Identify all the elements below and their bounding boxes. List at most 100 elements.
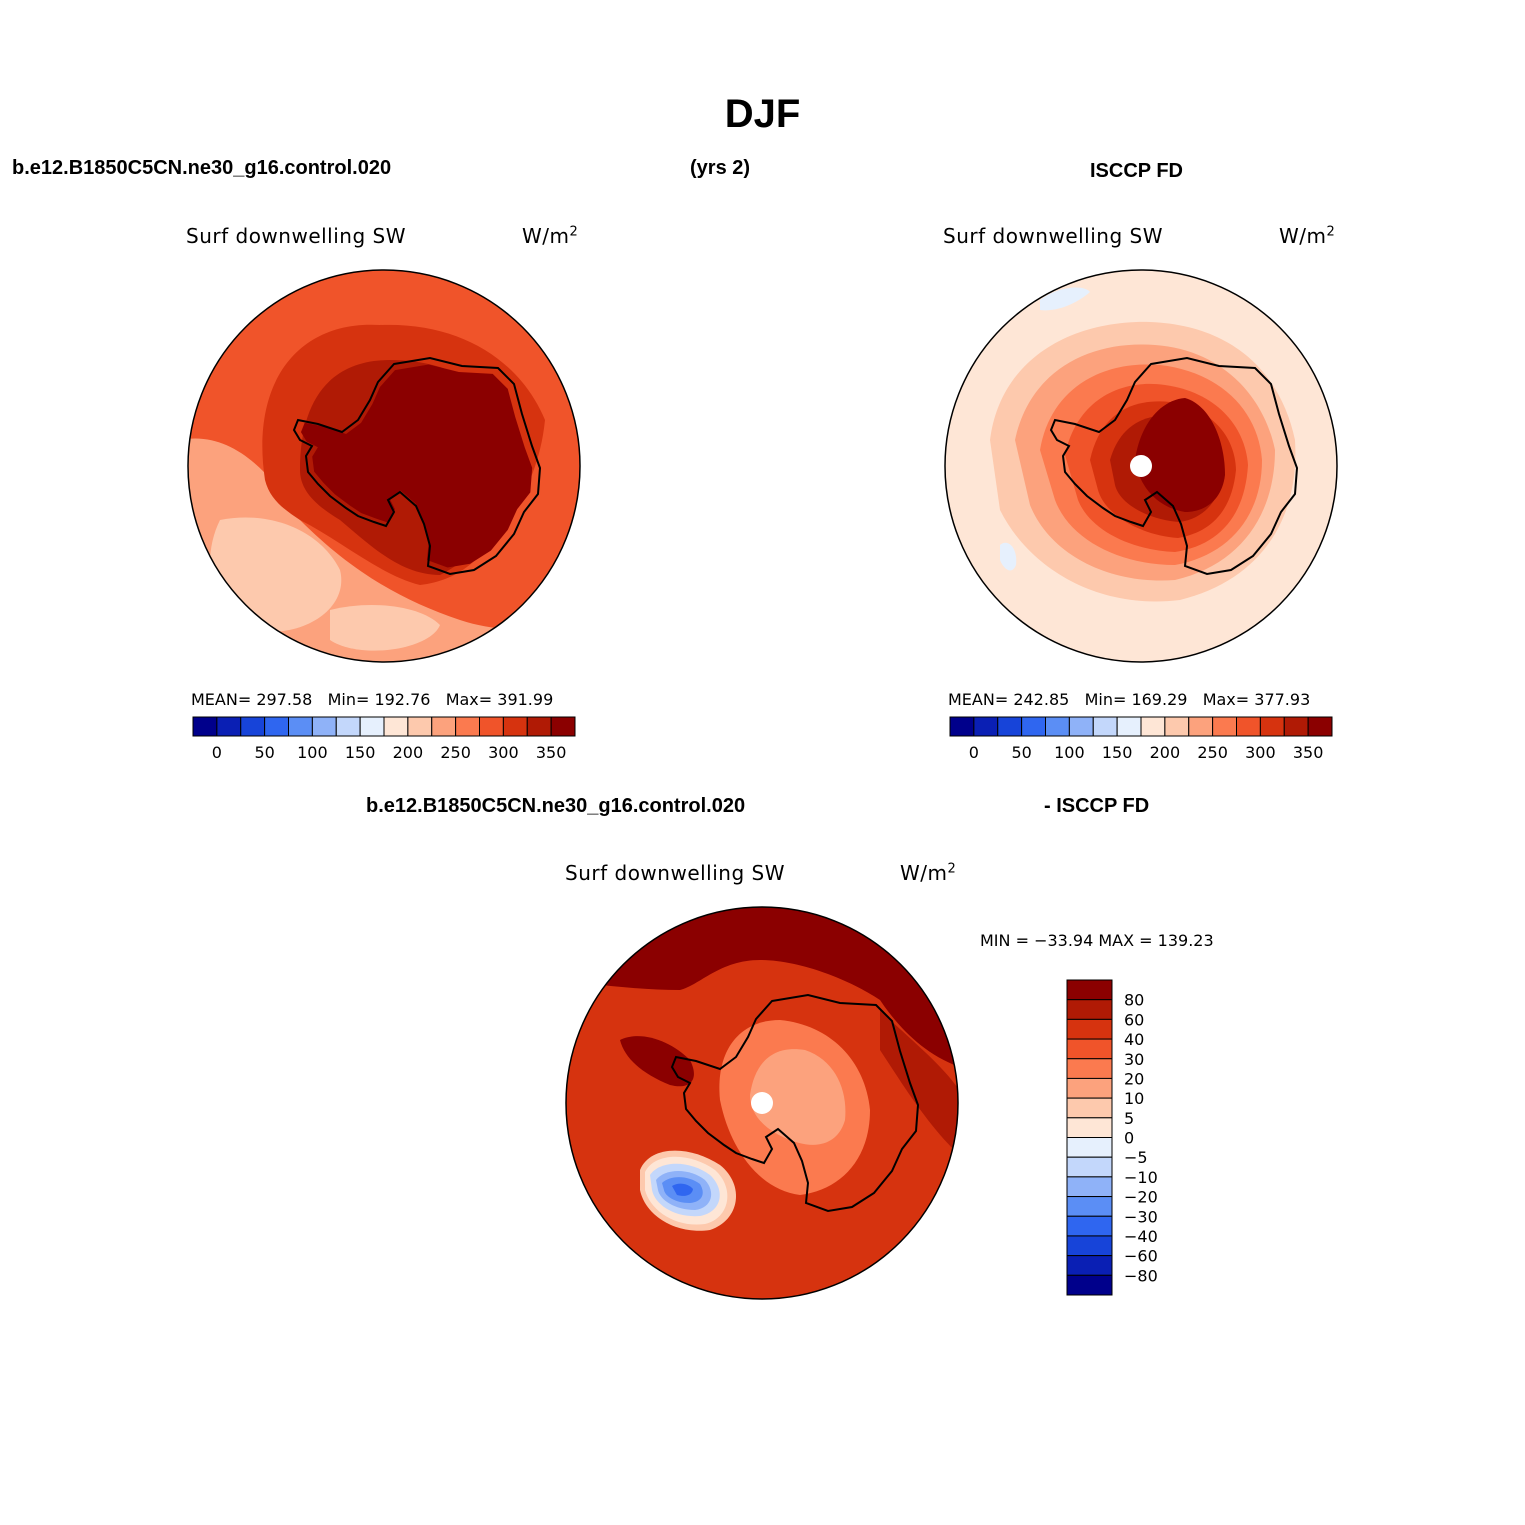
model-map xyxy=(188,270,580,662)
case-name-label: b.e12.B1850C5CN.ne30_g16.control.020 xyxy=(12,157,392,179)
years-label: (yrs 2) xyxy=(690,157,751,179)
diff-colorbar-box xyxy=(1066,1137,1113,1158)
obs-colorbar-box xyxy=(1045,716,1070,737)
figure-title: DJF xyxy=(724,92,801,136)
model-colorbar-box xyxy=(550,716,576,737)
diff-colorbar-tick-label: 80 xyxy=(1124,991,1144,1010)
model-colorbar-tick-label: 0 xyxy=(212,743,222,762)
model-colorbar-box xyxy=(526,716,552,737)
diff-colorbar-box xyxy=(1066,1196,1113,1217)
model-map-zone-peach-2 xyxy=(330,605,440,651)
obs-colorbar-box xyxy=(1307,716,1333,737)
diff-colorbar-tick-label: −60 xyxy=(1124,1247,1158,1266)
diff-colorbar-box xyxy=(1066,979,1113,1001)
diff-colorbar-tick-label: 0 xyxy=(1124,1129,1134,1148)
diff-colorbar-box xyxy=(1066,1097,1113,1119)
diff-map-pole-hole xyxy=(751,1092,773,1114)
obs-map-zone-darkest xyxy=(1135,398,1225,512)
diff-colorbar-tick-label: −10 xyxy=(1124,1168,1158,1187)
obs-map-zone-pale-blue-2 xyxy=(1000,542,1017,571)
diff-panel-units: W/m2 xyxy=(900,861,957,885)
diff-colorbar-tick-label: −30 xyxy=(1124,1207,1158,1226)
diff-panel-title: Surf downwelling SW xyxy=(565,861,785,885)
obs-colorbar-box xyxy=(1236,716,1261,737)
model-panel-title: Surf downwelling SW xyxy=(186,224,406,248)
diff-map-zone-dark-east xyxy=(880,1010,958,1160)
model-colorbar-tick-label: 250 xyxy=(440,743,471,762)
obs-map-pole-hole xyxy=(1130,455,1152,477)
model-colorbar-tick-label: 300 xyxy=(488,743,519,762)
obs-colorbar-box xyxy=(1259,716,1285,737)
model-colorbar-box xyxy=(479,716,504,737)
diff-colorbar-box xyxy=(1066,1274,1113,1296)
model-colorbar-box xyxy=(455,716,480,737)
model-colorbar-box xyxy=(216,716,242,737)
obs-colorbar-box xyxy=(1140,716,1166,737)
model-colorbar-box xyxy=(192,716,218,737)
model-colorbar: 0 50 100 150 200 250 300 350 xyxy=(192,716,576,762)
obs-colorbar-box xyxy=(1092,716,1118,737)
obs-colorbar-tick-label: 100 xyxy=(1054,743,1085,762)
obs-name-label: ISCCP FD xyxy=(1090,160,1183,182)
obs-panel-units: W/m2 xyxy=(1279,224,1336,248)
obs-colorbar-box xyxy=(1283,716,1309,737)
diff-colorbar-box xyxy=(1066,1176,1113,1198)
obs-stats: MEAN= 242.85 Min= 169.29 Max= 377.93 xyxy=(948,690,1311,709)
obs-map-border xyxy=(944,269,1338,663)
model-colorbar-box xyxy=(359,716,385,737)
obs-colorbar-tick-label: 50 xyxy=(1011,743,1031,762)
diff-map xyxy=(566,907,958,1299)
model-colorbar-box xyxy=(335,716,361,737)
obs-colorbar-box xyxy=(1116,716,1142,737)
model-map-border xyxy=(187,269,581,663)
diff-colorbar-tick-label: 40 xyxy=(1124,1030,1144,1049)
diff-colorbar-box xyxy=(1066,1077,1113,1099)
model-colorbar-box xyxy=(311,716,337,737)
obs-colorbar-tick-label: 150 xyxy=(1102,743,1133,762)
model-colorbar-tick-label: 350 xyxy=(536,743,567,762)
diff-map-zone-darkest xyxy=(566,907,958,1070)
model-stats: MEAN= 297.58 Min= 192.76 Max= 391.99 xyxy=(191,690,554,709)
model-colorbar-box xyxy=(383,716,409,737)
diff-case-name-label: b.e12.B1850C5CN.ne30_g16.control.020 xyxy=(366,795,746,817)
diff-colorbar-box xyxy=(1066,1117,1113,1138)
diff-colorbar-box xyxy=(1066,1235,1113,1257)
diff-colorbar-tick-label: 60 xyxy=(1124,1010,1144,1029)
obs-colorbar-tick-label: 350 xyxy=(1293,743,1324,762)
model-colorbar-box xyxy=(240,716,266,737)
model-colorbar-box xyxy=(431,716,457,737)
obs-colorbar-tick-label: 0 xyxy=(969,743,979,762)
diff-colorbar-box xyxy=(1066,999,1113,1020)
obs-colorbar-box xyxy=(973,716,999,737)
obs-map xyxy=(945,270,1337,662)
diff-colorbar-tick-label: −5 xyxy=(1124,1148,1148,1167)
model-colorbar-box xyxy=(502,716,528,737)
obs-colorbar-box xyxy=(1021,716,1046,737)
obs-colorbar-box xyxy=(1068,716,1094,737)
model-panel-units: W/m2 xyxy=(522,224,579,248)
model-colorbar-box xyxy=(264,716,289,737)
obs-colorbar-tick-label: 200 xyxy=(1150,743,1181,762)
diff-map-zone-deep-blue xyxy=(672,1183,693,1196)
obs-colorbar-box xyxy=(1188,716,1214,737)
obs-colorbar-box xyxy=(1164,716,1190,737)
obs-colorbar-box xyxy=(997,716,1023,737)
diff-colorbar-tick-label: −20 xyxy=(1124,1188,1158,1207)
diff-colorbar-box xyxy=(1066,1255,1113,1276)
diff-obs-name-label: - ISCCP FD xyxy=(1044,795,1150,817)
model-colorbar-box xyxy=(407,716,433,737)
diff-colorbar-box xyxy=(1066,1156,1113,1178)
diff-colorbar-tick-label: 20 xyxy=(1124,1069,1144,1088)
obs-colorbar-tick-label: 250 xyxy=(1197,743,1228,762)
obs-colorbar-tick-label: 300 xyxy=(1245,743,1276,762)
model-colorbar-tick-label: 200 xyxy=(393,743,424,762)
obs-panel-title: Surf downwelling SW xyxy=(943,224,1163,248)
diff-colorbar-tick-label: 5 xyxy=(1124,1109,1134,1128)
diff-stats: MIN = −33.94 MAX = 139.23 xyxy=(980,931,1214,950)
model-colorbar-tick-label: 100 xyxy=(297,743,328,762)
obs-map-zone-pale-blue-1 xyxy=(1040,287,1090,311)
obs-colorbar-box xyxy=(949,716,975,737)
diff-colorbar-box xyxy=(1066,1058,1113,1079)
